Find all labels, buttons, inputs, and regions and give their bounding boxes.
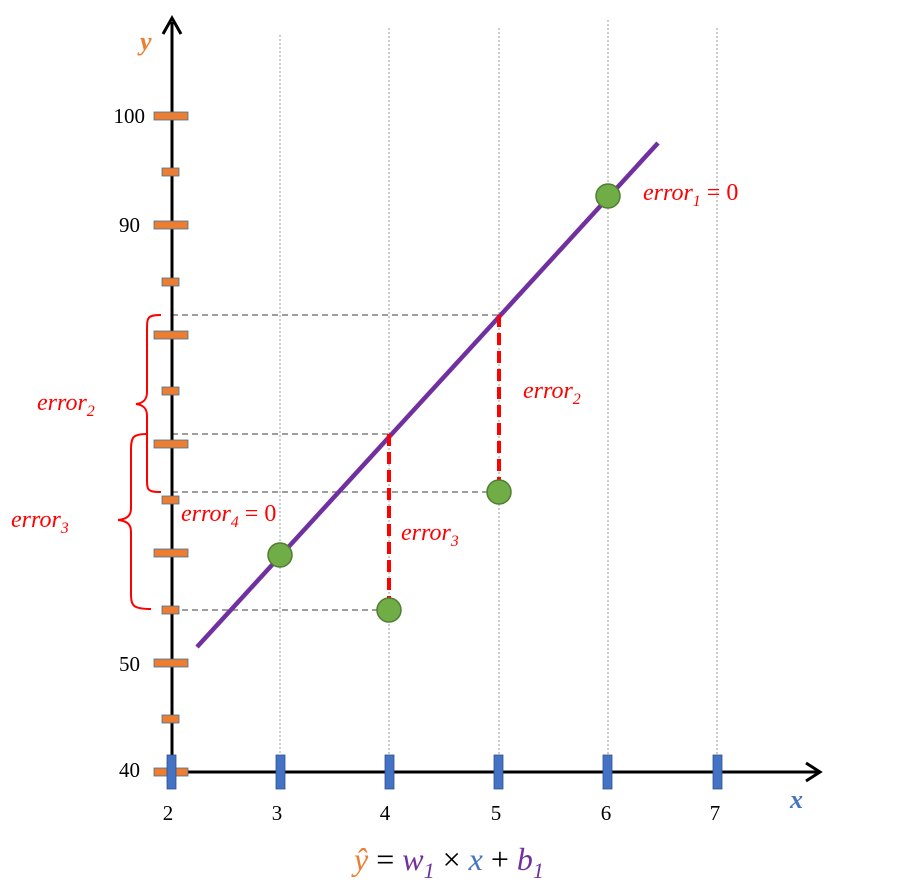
x-label-7: 7 — [710, 801, 721, 825]
y-tick-70 — [153, 439, 189, 449]
y-tick-65 — [161, 495, 180, 505]
y-tick-50 — [153, 658, 189, 668]
y-tick-85 — [161, 277, 180, 287]
y-axis-arrow-icon — [161, 14, 183, 35]
y-tick-90 — [153, 220, 189, 230]
formula-equals: = — [368, 841, 402, 877]
error1-label: error1 = 0 — [643, 180, 738, 210]
x-tick-3 — [275, 754, 286, 790]
x-tick-6 — [602, 754, 613, 790]
brace-error3 — [117, 433, 152, 610]
y-tick-60 — [153, 548, 189, 558]
y-axis — [161, 14, 183, 772]
x-tick-2 — [166, 754, 177, 790]
x-label-6: 6 — [601, 801, 612, 825]
error3-segment-label: error3 — [401, 520, 459, 550]
regression-formula: ŷ = w1 × x + b1 — [351, 841, 544, 883]
data-point-x6 — [595, 183, 621, 209]
y-tick-55 — [161, 605, 180, 615]
formula-weight: w — [402, 841, 424, 877]
data-points — [267, 183, 621, 623]
formula-bias: b — [517, 841, 533, 877]
x-tick-5 — [493, 754, 504, 790]
formula-plus: + — [483, 841, 517, 877]
formula-times: × — [435, 841, 469, 877]
guide-lines — [172, 314, 499, 611]
x-axis-arrow-icon — [805, 761, 823, 783]
y-axis-title: y — [137, 27, 152, 56]
formula-x: x — [468, 841, 483, 877]
error3-bracket-label: error3 — [11, 507, 69, 537]
x-ticks — [166, 754, 723, 790]
brace-error2 — [135, 314, 162, 493]
y-label-100: 100 — [114, 104, 146, 128]
error4-label: error4 = 0 — [181, 501, 276, 531]
x-tick-4 — [384, 754, 395, 790]
y-label-90: 90 — [119, 213, 140, 237]
x-label-3: 3 — [272, 801, 283, 825]
data-point-x4 — [376, 597, 402, 623]
regression-line — [195, 141, 660, 649]
y-tick-95 — [161, 167, 180, 177]
y-tick-75 — [161, 386, 180, 396]
x-label-4: 4 — [380, 801, 391, 825]
y-ticks — [153, 111, 189, 777]
gridlines — [279, 20, 718, 770]
y-label-40: 40 — [119, 758, 140, 782]
x-label-5: 5 — [491, 801, 502, 825]
formula-yhat: ŷ — [351, 841, 369, 877]
y-label-50: 50 — [119, 652, 140, 676]
error2-segment-label: error2 — [523, 378, 581, 408]
y-tick-80 — [153, 330, 189, 340]
data-point-x3 — [267, 542, 293, 568]
y-tick-45 — [161, 714, 180, 724]
x-axis-title: x — [789, 785, 803, 814]
error2-bracket-label: error2 — [37, 390, 95, 420]
x-tick-7 — [712, 754, 723, 790]
x-label-2: 2 — [163, 801, 174, 825]
data-point-x5 — [486, 479, 512, 505]
y-tick-100 — [153, 111, 189, 121]
